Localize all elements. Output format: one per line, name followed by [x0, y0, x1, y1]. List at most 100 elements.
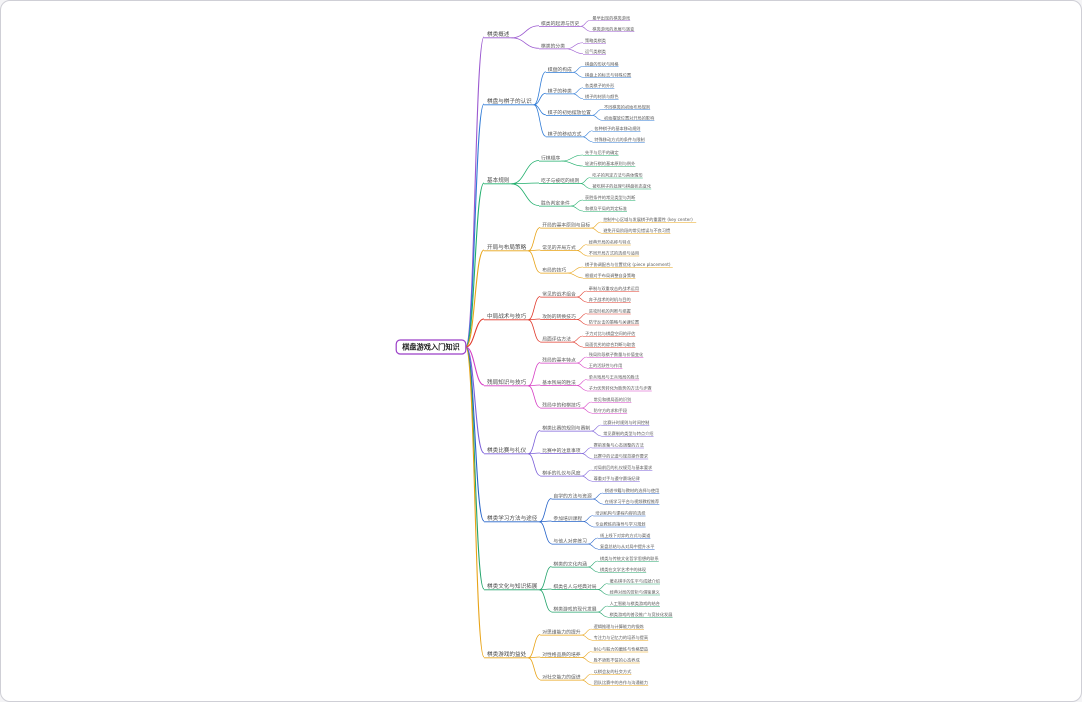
leaf-node[interactable]: 避免开局阶段的常见错误与不良习惯	[603, 227, 670, 234]
leaf-node[interactable]: 子力对比与棋盘空间的评估	[585, 330, 635, 337]
sub-node[interactable]: 吃子与被吃的规则	[541, 177, 580, 184]
leaf-node[interactable]: 控制中心区域与发展棋子的重要性 (key center)	[603, 216, 693, 223]
sub-node[interactable]: 参加培训课程	[553, 515, 582, 522]
leaf-node[interactable]: 特殊移动方式的条件与限制	[594, 136, 644, 143]
branch-node[interactable]: 中局战术与技巧	[487, 312, 527, 320]
branch-node[interactable]: 棋类概述	[487, 30, 510, 38]
leaf-node[interactable]: 逻辑推理与计算能力的锻炼	[594, 623, 644, 630]
sub-node[interactable]: 棋手的礼仪与风度	[542, 470, 581, 477]
sub-node[interactable]: 自学的方法与资源	[553, 493, 592, 500]
leaf-node[interactable]: 轮流行棋的基本原则与例外	[585, 160, 636, 167]
sub-node[interactable]: 对思维能力的提升	[542, 629, 581, 636]
sub-node[interactable]: 与他人对弈练习	[553, 538, 587, 545]
leaf-node[interactable]: 复盘总结与从对局中提升水平	[600, 543, 654, 550]
leaf-node[interactable]: 经典开局的名称与特点	[589, 239, 631, 246]
leaf-node[interactable]: 运气类棋类	[585, 48, 607, 55]
leaf-node[interactable]: 棋谱书籍与教材的选择与使用	[605, 487, 659, 494]
root-node[interactable]	[395, 339, 467, 355]
branch-node[interactable]: 残局知识与技巧	[487, 378, 527, 386]
sub-node[interactable]: 棋类的分类	[541, 42, 565, 49]
sub-node[interactable]: 棋子的种类	[548, 87, 572, 94]
sub-node[interactable]: 布局的技巧	[542, 267, 566, 274]
sub-node[interactable]: 比赛中的注意事项	[542, 447, 581, 454]
sub-node[interactable]: 攻防的转换技巧	[542, 313, 576, 320]
leaf-node[interactable]: 培训机构与课程内容的选择	[595, 510, 646, 517]
leaf-node[interactable]: 常见赛制的类型与特点介绍	[603, 430, 653, 437]
branch-node[interactable]: 棋类学习方法与途径	[487, 514, 538, 522]
sub-node[interactable]: 棋盘的构成	[548, 66, 572, 73]
leaf-node[interactable]: 子力优势转化为胜势的方法与步骤	[589, 385, 652, 392]
sub-node[interactable]: 开局的基本原则与目标	[542, 222, 590, 229]
sub-node[interactable]: 棋子的初始摆放位置	[548, 109, 591, 116]
leaf-node[interactable]: 单兵残局与王兵残局的胜法	[589, 374, 639, 381]
leaf-node[interactable]: 先手与后手的确定	[585, 149, 619, 156]
leaf-node[interactable]: 初始摆放位置对开局的影响	[604, 114, 654, 121]
branch-node[interactable]: 棋类游戏的益处	[487, 650, 527, 658]
leaf-node[interactable]: 胜不骄败不馁的心态养成	[594, 657, 640, 664]
sub-node[interactable]: 棋子的移动方式	[548, 130, 582, 137]
branch-node[interactable]: 基本规则	[487, 176, 510, 184]
sub-node[interactable]: 棋类游戏的现代发展	[553, 606, 596, 613]
leaf-node[interactable]: 专业教练的指导与学习规划	[595, 521, 645, 528]
sub-node[interactable]: 对社交能力的促进	[542, 674, 581, 681]
branch-node[interactable]: 棋类文化与知识拓展	[487, 582, 538, 590]
leaf-node[interactable]: 和棋及平局的判定标准	[585, 205, 627, 212]
leaf-node[interactable]: 棋类与传统文化哲学思想的联系	[600, 555, 659, 562]
leaf-node[interactable]: 经典对局的赏析与借鉴意义	[610, 589, 661, 596]
leaf-node[interactable]: 线上线下对弈的方式与渠道	[600, 532, 651, 539]
sub-node[interactable]: 基本残局的胜法	[542, 379, 576, 386]
leaf-node[interactable]: 耐心与毅力的磨练与性格塑造	[594, 646, 649, 653]
sub-node[interactable]: 残局的基本特点	[542, 357, 576, 364]
leaf-node[interactable]: 被吃棋子的处理与棋盘状态变化	[592, 183, 651, 190]
leaf-node[interactable]: 在线学习平台与视频教程推荐	[605, 498, 659, 505]
leaf-node[interactable]: 不同棋类的初始布局规则	[604, 103, 650, 110]
leaf-node[interactable]: 最早出现的棋类游戏	[592, 14, 630, 21]
sub-node[interactable]: 棋类的起源与历史	[541, 20, 580, 27]
sub-node[interactable]: 常见的开局方式	[542, 244, 576, 251]
leaf-node[interactable]: 王的活跃性与作用	[589, 362, 623, 369]
leaf-node[interactable]: 牵制与双重攻击的战术运用	[589, 285, 639, 292]
leaf-node[interactable]: 策略类棋类	[585, 37, 607, 44]
leaf-node[interactable]: 棋子的材质与颜色	[585, 93, 619, 100]
branch-node[interactable]: 开局与布局策略	[487, 243, 527, 251]
leaf-node[interactable]: 比赛计时规则与时间控制	[603, 419, 649, 426]
sub-node[interactable]: 胜负判定条件	[541, 200, 570, 207]
leaf-node[interactable]: 棋子协调配合与位置优化 (piece placement)	[585, 261, 671, 268]
leaf-node[interactable]: 专注力与记忆力的培养与提高	[594, 634, 648, 641]
leaf-node[interactable]: 对局前后的礼仪规范与基本要求	[594, 464, 653, 471]
sub-node[interactable]: 棋类比赛的规则与赛制	[542, 425, 590, 432]
sub-node[interactable]: 行棋顺序	[541, 155, 560, 162]
leaf-node[interactable]: 防守方的求和手段	[594, 407, 628, 414]
leaf-node[interactable]: 弃子战术的时机与目的	[589, 296, 631, 303]
leaf-node[interactable]: 常见和棋局面的识别	[594, 396, 632, 403]
leaf-node[interactable]: 获胜条件的常见类型与判断	[585, 194, 636, 201]
leaf-node[interactable]: 人工智能与棋类游戏的结合	[610, 600, 661, 607]
leaf-node[interactable]: 棋类游戏的普及推广与竞技化发展	[610, 611, 674, 618]
leaf-node[interactable]: 根据对手布局调整自身策略	[585, 272, 636, 279]
leaf-node[interactable]: 棋类游戏的发展与演变	[592, 25, 634, 32]
leaf-node[interactable]: 尊重对手与遵守赛场纪律	[594, 475, 640, 482]
leaf-node[interactable]: 著名棋手的生平与成就介绍	[610, 578, 660, 585]
leaf-node[interactable]: 棋类在文学艺术中的体现	[600, 566, 646, 573]
leaf-node[interactable]: 以棋会友的社交方式	[594, 668, 633, 675]
branch-node[interactable]: 棋盘与棋子的认识	[487, 97, 532, 105]
leaf-node[interactable]: 各类棋子的外形	[585, 82, 615, 89]
leaf-node[interactable]: 局面优劣的综合判断与取舍	[585, 341, 636, 348]
sub-node[interactable]: 对性格品质的培养	[542, 651, 581, 658]
sub-node[interactable]: 棋类的文化内涵	[553, 561, 587, 568]
leaf-node[interactable]: 棋盘的形状与网格	[585, 60, 619, 67]
leaf-node[interactable]: 各种棋子的基本移动规则	[594, 125, 640, 132]
leaf-node[interactable]: 防守反击的策略与关键位置	[589, 319, 639, 326]
sub-node[interactable]: 棋类名人与经典对局	[553, 583, 596, 590]
leaf-node[interactable]: 进攻时机的判断与把握	[589, 308, 632, 315]
leaf-node[interactable]: 不同开局方式的选择与适用	[589, 250, 639, 257]
leaf-node[interactable]: 团队比赛中的合作与沟通能力	[594, 679, 648, 686]
sub-node[interactable]: 常见的战术组合	[542, 291, 576, 298]
branch-node[interactable]: 棋类比赛与礼仪	[487, 446, 527, 454]
sub-node[interactable]: 局面评估方法	[542, 336, 571, 343]
sub-node[interactable]: 残局中的和棋技巧	[542, 402, 581, 409]
leaf-node[interactable]: 残局阶段棋子数量与价值变化	[589, 351, 644, 358]
leaf-node[interactable]: 比赛中的记谱与规范操作要求	[594, 453, 649, 460]
leaf-node[interactable]: 棋盘上的标志与特殊位置	[585, 71, 631, 78]
leaf-node[interactable]: 赛前准备与心态调整的方法	[594, 442, 644, 449]
